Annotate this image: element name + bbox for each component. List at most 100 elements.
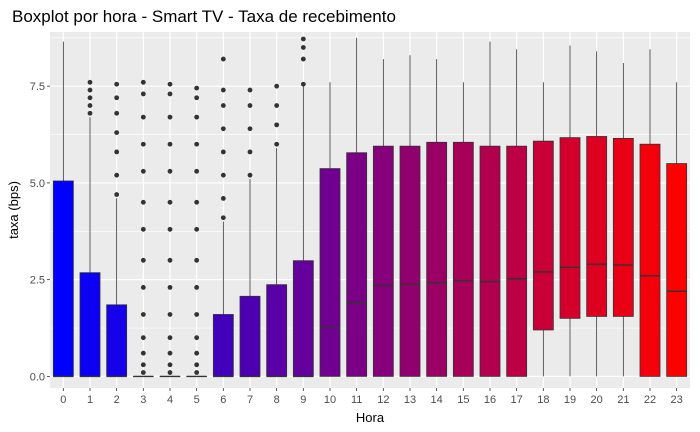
x-tick-label: 9 — [300, 394, 306, 406]
outlier-point — [247, 149, 253, 155]
box-iqr — [372, 145, 394, 377]
outlier-point — [140, 226, 146, 232]
outlier-point — [274, 83, 280, 89]
box-hour-18 — [532, 82, 554, 377]
box-iqr — [506, 145, 528, 377]
outlier-point — [87, 103, 93, 108]
outlier-point — [220, 195, 226, 201]
outlier-point — [140, 91, 146, 97]
outlier-point — [140, 114, 146, 120]
outlier-point — [140, 141, 146, 147]
box-iqr — [426, 141, 448, 377]
box-hour-22 — [639, 49, 661, 377]
box-iqr — [639, 143, 661, 377]
outlier-point — [194, 350, 200, 356]
outlier-point — [167, 226, 173, 232]
outlier-point — [194, 95, 200, 101]
outlier-point — [167, 284, 173, 290]
outlier-point — [87, 95, 93, 101]
outlier-point — [194, 226, 200, 232]
y-axis-title: taxa (bps) — [6, 181, 21, 239]
outlier-point — [140, 350, 146, 356]
outlier-point — [300, 56, 306, 62]
outlier-point — [167, 168, 173, 174]
outlier-point — [247, 172, 253, 178]
x-tick-label: 15 — [457, 394, 469, 406]
x-tick-label: 3 — [140, 394, 146, 406]
outlier-point — [140, 168, 146, 174]
outlier-point — [167, 199, 173, 205]
box-iqr — [319, 168, 341, 377]
outlier-point — [247, 87, 253, 93]
outlier-point — [140, 284, 146, 290]
x-tick-label: 11 — [351, 394, 362, 406]
outlier-point — [274, 103, 280, 108]
outlier-point — [247, 103, 253, 108]
outlier-point — [167, 362, 173, 368]
outlier-point — [140, 335, 146, 341]
x-axis-title: Hora — [356, 410, 385, 425]
x-tick-label: 16 — [484, 394, 496, 406]
outlier-point — [300, 45, 306, 50]
box-hour-5 — [186, 85, 208, 378]
box-hour-4 — [159, 81, 181, 378]
x-tick-label: 4 — [167, 394, 173, 406]
outlier-point — [167, 91, 173, 97]
box-hour-14 — [426, 59, 448, 377]
outlier-point — [194, 362, 200, 368]
outlier-point — [220, 172, 226, 178]
x-tick-label: 19 — [564, 394, 576, 406]
outlier-point — [194, 114, 200, 120]
y-tick-label: 5.0 — [30, 178, 45, 190]
outlier-point — [114, 149, 120, 155]
plot-panel — [50, 32, 690, 388]
outlier-point — [167, 370, 173, 375]
box-iqr — [479, 145, 501, 377]
y-tick-label: 0.0 — [30, 371, 45, 383]
box-iqr — [212, 314, 234, 377]
outlier-point — [114, 81, 120, 87]
outlier-point — [194, 168, 200, 174]
outlier-point — [194, 85, 200, 91]
outlier-point — [167, 81, 173, 87]
box-hour-17 — [506, 49, 528, 377]
box-hour-20 — [586, 51, 608, 377]
box-iqr — [79, 272, 101, 377]
box-hour-2 — [106, 81, 128, 378]
outlier-point — [114, 172, 120, 178]
outlier-point — [167, 312, 173, 317]
boxes — [52, 36, 688, 378]
box-iqr — [559, 137, 581, 319]
outlier-point — [167, 257, 173, 263]
box-hour-6 — [212, 56, 234, 378]
box-iqr — [266, 284, 288, 377]
box-iqr — [239, 295, 261, 377]
outlier-point — [220, 103, 226, 108]
outlier-point — [114, 95, 120, 101]
x-tick-label: 13 — [404, 394, 416, 406]
outlier-point — [220, 126, 226, 132]
x-tick-label: 7 — [247, 394, 253, 406]
box-iqr — [612, 138, 634, 317]
x-tick-label: 18 — [537, 394, 549, 406]
chart-title: Boxplot por hora - Smart TV - Taxa de re… — [12, 7, 396, 26]
outlier-point — [194, 257, 200, 263]
outlier-point — [114, 192, 120, 197]
outlier-point — [247, 126, 253, 132]
box-hour-10 — [319, 82, 341, 377]
box-hour-15 — [452, 82, 474, 377]
x-tick-label: 14 — [431, 394, 443, 406]
outlier-point — [194, 141, 200, 147]
x-tick-label: 2 — [114, 394, 120, 406]
box-hour-1 — [79, 79, 101, 378]
y-tick-label: 7.5 — [30, 81, 45, 93]
box-iqr — [52, 180, 74, 377]
outlier-point — [140, 312, 146, 317]
x-tick-label: 1 — [87, 394, 93, 406]
x-tick-label: 22 — [644, 394, 656, 406]
box-hour-9 — [292, 36, 314, 378]
box-hour-3 — [132, 79, 154, 378]
box-iqr — [346, 152, 368, 377]
box-iqr — [106, 304, 128, 377]
